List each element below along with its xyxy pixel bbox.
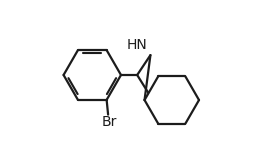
Text: Br: Br <box>101 115 116 129</box>
Text: HN: HN <box>127 38 147 52</box>
